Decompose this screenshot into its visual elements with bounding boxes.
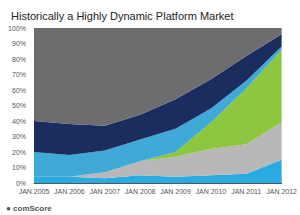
svg-text:90%: 90% — [12, 40, 26, 47]
svg-text:80%: 80% — [12, 56, 26, 63]
svg-text:JAN 2007: JAN 2007 — [89, 188, 120, 195]
svg-text:100%: 100% — [8, 25, 26, 32]
svg-text:40%: 40% — [12, 118, 26, 125]
svg-text:Historically a Highly Dynamic: Historically a Highly Dynamic Platform M… — [11, 10, 234, 22]
svg-text:JAN 2011: JAN 2011 — [231, 188, 261, 195]
svg-text:30%: 30% — [12, 133, 26, 140]
svg-text:10%: 10% — [12, 164, 26, 171]
svg-text:JAN 2006: JAN 2006 — [54, 188, 85, 195]
svg-text:JAN 2009: JAN 2009 — [160, 188, 191, 195]
svg-text:JAN 2010: JAN 2010 — [196, 188, 227, 195]
svg-text:70%: 70% — [12, 71, 26, 78]
svg-text:0%: 0% — [16, 180, 26, 187]
svg-text:60%: 60% — [12, 87, 26, 94]
svg-text:50%: 50% — [12, 102, 26, 109]
svg-text:20%: 20% — [12, 149, 26, 156]
svg-text:JAN 2008: JAN 2008 — [125, 188, 156, 195]
svg-text:JAN 2012: JAN 2012 — [266, 188, 297, 195]
svg-text:● comScore: ● comScore — [6, 204, 52, 213]
svg-text:JAN 2005: JAN 2005 — [19, 188, 50, 195]
